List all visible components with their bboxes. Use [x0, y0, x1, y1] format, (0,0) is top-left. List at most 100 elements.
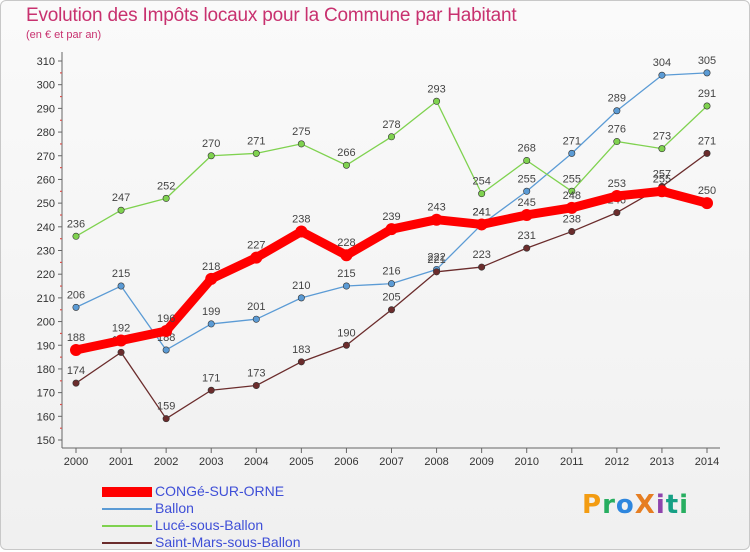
data-point-luc-sous-ballon [207, 152, 215, 160]
data-label-saint-mars-sous-ballon: 238 [563, 214, 581, 226]
data-point-luc-sous-ballon [613, 138, 621, 146]
data-point-luc-sous-ballon [117, 206, 125, 214]
data-point-ballon [252, 315, 260, 323]
chart-subtitle: (en € et par an) [26, 29, 102, 41]
data-point-saint-mars-sous-ballon [117, 348, 125, 356]
data-point-cong-sur-orne [70, 343, 82, 356]
data-point-ballon [523, 187, 531, 195]
data-point-saint-mars-sous-ballon [387, 306, 395, 314]
data-point-cong-sur-orne [295, 225, 308, 238]
data-label-ballon: 215 [112, 268, 130, 280]
data-label-luc-sous-ballon: 252 [157, 180, 175, 192]
data-point-luc-sous-ballon [252, 149, 260, 157]
x-tick-label: 2001 [109, 456, 133, 468]
data-point-luc-sous-ballon [658, 145, 666, 153]
data-label-cong-sur-orne: 250 [698, 185, 716, 197]
x-tick-label: 2014 [695, 456, 719, 468]
data-point-cong-sur-orne [565, 201, 578, 214]
y-tick-label: 220 [37, 269, 55, 281]
data-point-saint-mars-sous-ballon [523, 244, 531, 252]
data-label-saint-mars-sous-ballon: 171 [202, 372, 220, 384]
data-point-cong-sur-orne [655, 185, 668, 198]
data-point-cong-sur-orne [385, 223, 398, 236]
data-point-ballon [342, 282, 350, 290]
data-point-ballon [703, 69, 711, 77]
data-label-ballon: 289 [608, 93, 626, 105]
legend-label: Ballon [155, 500, 194, 516]
data-point-cong-sur-orne [701, 197, 713, 210]
data-label-ballon: 199 [202, 306, 220, 318]
data-label-ballon: 210 [292, 280, 310, 292]
data-label-cong-sur-orne: 227 [247, 240, 265, 252]
data-label-cong-sur-orne: 192 [112, 323, 130, 335]
data-label-ballon: 201 [247, 301, 265, 313]
data-point-ballon [162, 346, 170, 354]
legend-label: Lucé-sous-Ballon [155, 517, 264, 533]
data-point-cong-sur-orne [160, 325, 173, 338]
data-point-cong-sur-orne [430, 213, 443, 226]
data-label-cong-sur-orne: 245 [518, 197, 536, 209]
data-label-luc-sous-ballon: 254 [472, 176, 490, 188]
x-tick-label: 2009 [469, 456, 493, 468]
data-point-luc-sous-ballon [162, 194, 170, 202]
logo-letter: i [679, 490, 690, 520]
data-label-cong-sur-orne: 218 [202, 261, 220, 273]
x-tick-label: 2008 [424, 456, 448, 468]
legend-swatch [102, 487, 152, 497]
data-label-saint-mars-sous-ballon: 183 [292, 344, 310, 356]
y-tick-label: 280 [37, 127, 55, 139]
data-point-saint-mars-sous-ballon [72, 379, 80, 387]
data-label-saint-mars-sous-ballon: 223 [472, 249, 490, 261]
data-label-saint-mars-sous-ballon: 173 [247, 368, 265, 380]
data-label-cong-sur-orne: 228 [337, 237, 355, 249]
logo-letter: i [655, 490, 666, 520]
data-point-saint-mars-sous-ballon [613, 209, 621, 217]
data-point-cong-sur-orne [205, 272, 218, 285]
data-point-luc-sous-ballon [342, 161, 350, 169]
data-point-luc-sous-ballon [433, 97, 441, 105]
data-point-cong-sur-orne [610, 190, 623, 203]
data-point-saint-mars-sous-ballon [207, 386, 215, 394]
data-point-luc-sous-ballon [478, 190, 486, 198]
legend-swatch [102, 525, 152, 527]
data-label-luc-sous-ballon: 268 [518, 142, 536, 154]
data-label-cong-sur-orne: 188 [67, 332, 85, 344]
data-label-luc-sous-ballon: 271 [247, 135, 265, 147]
x-tick-label: 2007 [379, 456, 403, 468]
data-label-cong-sur-orne: 248 [563, 190, 581, 202]
x-tick-label: 2013 [650, 456, 674, 468]
data-label-ballon: 271 [563, 135, 581, 147]
chart-title: Evolution des Impôts locaux pour la Comm… [26, 5, 517, 26]
logo-letter: t [665, 490, 680, 520]
data-label-saint-mars-sous-ballon: 205 [382, 292, 400, 304]
legend-label: CONGé-SUR-ORNE [155, 483, 285, 499]
data-label-ballon: 215 [337, 268, 355, 280]
data-label-cong-sur-orne: 239 [382, 211, 400, 223]
data-label-luc-sous-ballon: 278 [382, 119, 400, 131]
data-label-ballon: 305 [698, 55, 716, 67]
data-label-cong-sur-orne: 196 [157, 313, 175, 325]
data-label-luc-sous-ballon: 236 [67, 218, 85, 230]
data-label-saint-mars-sous-ballon: 231 [518, 230, 536, 242]
y-tick-label: 200 [37, 317, 55, 329]
x-tick-label: 2011 [560, 456, 584, 468]
data-label-cong-sur-orne: 241 [472, 206, 490, 218]
y-tick-label: 190 [37, 340, 55, 352]
data-label-luc-sous-ballon: 276 [608, 124, 626, 136]
y-tick-label: 210 [37, 293, 55, 305]
data-label-saint-mars-sous-ballon: 221 [427, 254, 445, 266]
legend-swatch [102, 542, 152, 544]
x-tick-label: 2005 [289, 456, 313, 468]
x-tick-label: 2003 [199, 456, 223, 468]
data-label-saint-mars-sous-ballon: 271 [698, 135, 716, 147]
data-label-ballon: 255 [518, 173, 536, 185]
data-point-saint-mars-sous-ballon [252, 382, 260, 390]
data-point-saint-mars-sous-ballon [703, 149, 711, 157]
data-label-ballon: 304 [653, 57, 671, 69]
data-point-ballon [387, 280, 395, 288]
data-point-saint-mars-sous-ballon [433, 268, 441, 276]
data-point-ballon [117, 282, 125, 290]
data-point-luc-sous-ballon [72, 232, 80, 240]
data-label-ballon: 216 [382, 266, 400, 278]
data-label-luc-sous-ballon: 266 [337, 147, 355, 159]
